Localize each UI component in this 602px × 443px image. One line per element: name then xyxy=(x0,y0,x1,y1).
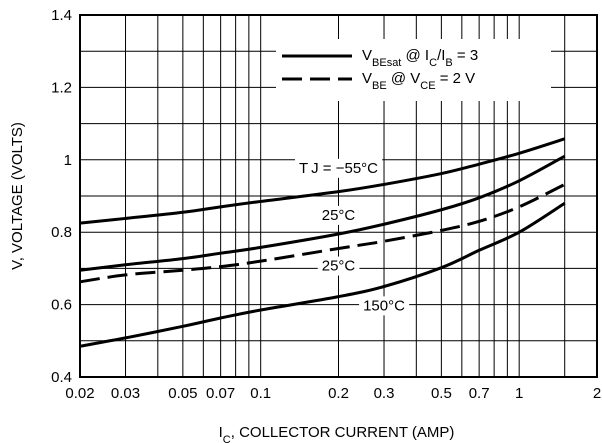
x-axis-title: IC, COLLECTOR CURRENT (AMP) xyxy=(219,424,455,443)
x-tick-label: 2 xyxy=(593,385,601,402)
legend-label: VBE @ VCE = 2 V xyxy=(362,70,475,92)
series-annotation-1: 25°C xyxy=(317,205,360,225)
y-axis-title: V, VOLTAGE (VOLTS) xyxy=(9,122,26,270)
tick-labels: 0.02 0.03 0.05 0.07 0.1 0.2 0.3 0.5 0.7 1 2 0.4 0.6 0… xyxy=(51,7,601,402)
legend-label: VBEsat @ IC/IB = 3 xyxy=(362,47,478,69)
annotations: T J = −55°C 25°C 25°C 150°C xyxy=(294,158,410,316)
series-annotation-0: T J = −55°C xyxy=(294,158,383,178)
annotation-label: 25°C xyxy=(322,207,356,224)
legend-box xyxy=(276,39,551,101)
plot-frame xyxy=(79,14,598,378)
annotation-label: 25°C xyxy=(322,258,356,275)
series-layer xyxy=(79,137,566,348)
series-annotation-3: 150°C xyxy=(359,296,410,316)
annotation-label: T J = −55°C xyxy=(299,160,378,177)
x-tick-label: 0.7 xyxy=(469,385,490,402)
annotation-background xyxy=(294,158,383,178)
series-line-3 xyxy=(79,201,566,348)
y-tick-label: 0.6 xyxy=(51,297,72,314)
series-line-0 xyxy=(79,137,566,225)
annotation-background xyxy=(359,296,410,316)
y-tick-label: 1.4 xyxy=(51,7,72,24)
x-tick-label: 0.5 xyxy=(431,385,452,402)
legend-item-1: VBE @ VCE = 2 V xyxy=(282,70,475,92)
series-annotation-2: 25°C xyxy=(317,256,360,276)
y-tick-label: 1 xyxy=(64,152,72,169)
x-tick-label: 0.02 xyxy=(65,385,94,402)
x-tick-label: 0.07 xyxy=(206,385,235,402)
x-tick-label: 0.3 xyxy=(374,385,395,402)
x-tick-label: 0.1 xyxy=(250,385,271,402)
y-tick-label: 1.2 xyxy=(51,79,72,96)
annotation-background xyxy=(317,256,360,276)
annotation-label: 150°C xyxy=(363,297,405,314)
x-tick-label: 0.05 xyxy=(168,385,197,402)
x-tick-label: 0.2 xyxy=(328,385,349,402)
annotation-background xyxy=(317,205,360,225)
x-tick-label: 1 xyxy=(515,385,523,402)
x-tick-label: 0.03 xyxy=(111,385,140,402)
series-line-2 xyxy=(79,183,566,284)
legend-item-0: VBEsat @ IC/IB = 3 xyxy=(282,47,478,69)
y-tick-label: 0.8 xyxy=(51,224,72,241)
y-tick-label: 0.4 xyxy=(51,369,72,386)
series-line-1 xyxy=(79,154,566,272)
